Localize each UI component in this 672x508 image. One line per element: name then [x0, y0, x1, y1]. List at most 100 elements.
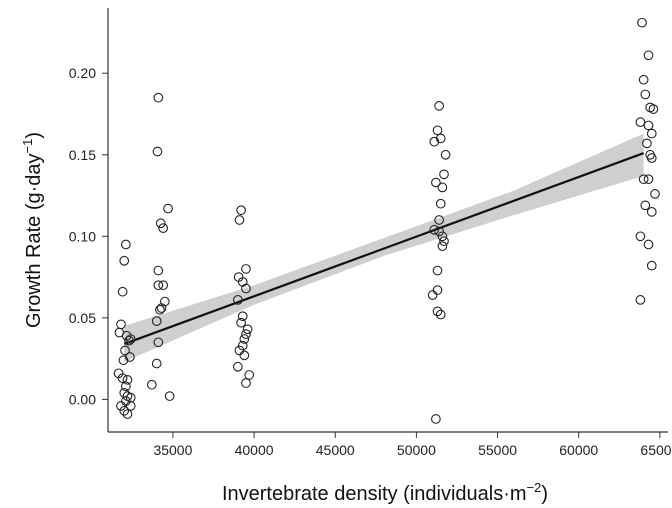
data-point [244, 370, 255, 380]
x-tick-label: 45000 [316, 442, 355, 458]
data-point [241, 283, 251, 294]
data-point [153, 92, 164, 103]
data-point [434, 100, 444, 111]
data-point [121, 396, 131, 406]
data-point [164, 391, 175, 401]
data-point [432, 265, 443, 276]
data-point [643, 174, 654, 185]
data-point [439, 236, 449, 247]
data-point [435, 198, 446, 209]
data-point [119, 405, 130, 416]
data-point [241, 378, 251, 388]
data-point [237, 277, 248, 287]
data-point [120, 345, 130, 356]
data-point [646, 153, 657, 163]
data-point [119, 255, 130, 266]
data-point [156, 303, 167, 313]
fit-line-layer [123, 152, 645, 345]
data-point [158, 280, 169, 291]
y-tick-label: 0.00 [69, 391, 96, 407]
data-point [646, 206, 657, 217]
data-point [435, 133, 446, 144]
data-point [125, 352, 135, 362]
data-point [431, 414, 441, 424]
regression-line [123, 152, 645, 345]
data-point [155, 304, 165, 315]
data-point [640, 89, 651, 100]
data-point [432, 285, 443, 295]
data-point [241, 264, 251, 274]
data-point [646, 260, 657, 271]
data-point [152, 146, 163, 157]
y-axis-title: Growth Rate (g·day−1) [20, 132, 45, 328]
data-point [637, 17, 647, 28]
y-tick-label: 0.05 [69, 310, 96, 326]
data-point [432, 306, 443, 317]
data-point [151, 316, 162, 326]
data-point [155, 218, 166, 229]
data-point [121, 381, 131, 392]
data-point [429, 224, 440, 235]
data-point [638, 74, 649, 85]
data-point [117, 373, 128, 384]
data-point [241, 329, 251, 340]
data-point [116, 401, 126, 411]
data-point [640, 200, 651, 211]
data-point [237, 311, 248, 322]
data-point [233, 295, 243, 305]
data-point [236, 317, 246, 328]
data-point [643, 120, 654, 131]
data-point [153, 280, 164, 291]
data-point [643, 239, 654, 250]
data-point [643, 50, 654, 61]
data-point [163, 203, 173, 214]
data-point [434, 226, 444, 237]
x-tick-label: 50000 [397, 442, 436, 458]
data-point [646, 128, 657, 139]
data-point [146, 379, 157, 390]
data-point [439, 169, 449, 180]
data-point [122, 409, 133, 419]
y-tick-label: 0.10 [69, 228, 96, 244]
data-point [234, 215, 245, 225]
data-point [432, 125, 443, 136]
data-points-layer [113, 17, 660, 424]
x-tick-label: 60000 [559, 442, 598, 458]
data-point [635, 117, 646, 128]
data-point [236, 205, 246, 216]
data-point [237, 340, 248, 351]
data-point [239, 350, 250, 361]
data-point [437, 231, 448, 242]
x-tick-label: 40000 [235, 442, 274, 458]
data-point [116, 319, 126, 330]
data-point [242, 324, 253, 335]
data-point [118, 355, 129, 366]
data-point [158, 223, 169, 234]
data-point [431, 177, 441, 188]
data-point [435, 309, 446, 320]
data-point [117, 286, 128, 297]
data-point [159, 296, 170, 307]
data-point [125, 334, 136, 344]
data-point [427, 290, 438, 300]
data-point [151, 358, 162, 369]
data-point [124, 335, 134, 346]
data-point [437, 182, 448, 193]
y-tick-label: 0.15 [69, 147, 96, 163]
data-point [239, 334, 250, 344]
data-point [122, 374, 133, 385]
data-point [153, 337, 164, 348]
data-point [233, 361, 243, 372]
data-point [429, 136, 440, 147]
data-point [125, 401, 136, 411]
data-point [153, 265, 164, 276]
data-point [434, 215, 444, 225]
x-tick-label: 55000 [478, 442, 517, 458]
x-axis-title: Invertebrate density (individuals·m−2) [222, 480, 548, 505]
data-point [642, 138, 652, 149]
data-point [234, 345, 245, 356]
data-point [638, 174, 649, 185]
data-point [650, 189, 660, 199]
